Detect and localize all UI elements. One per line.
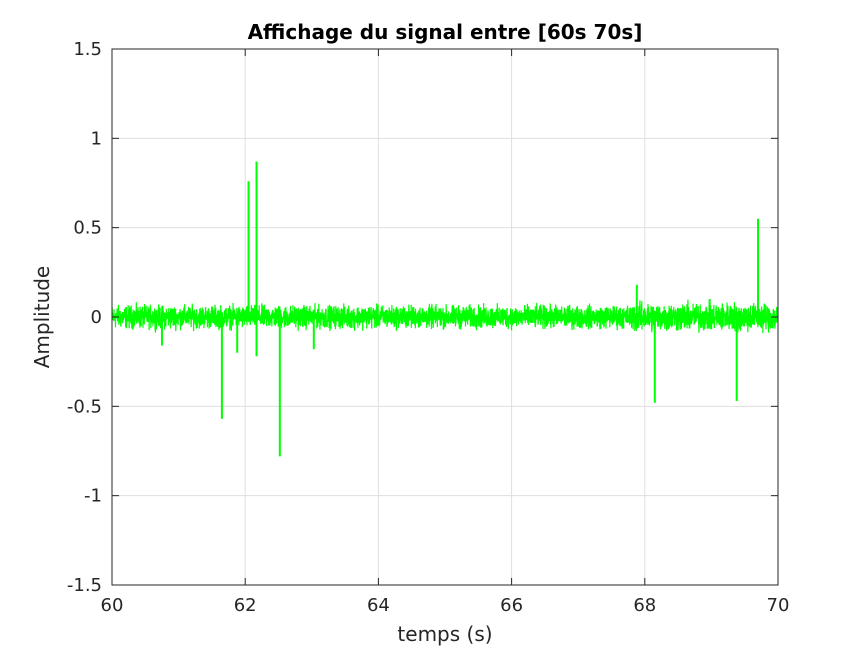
y-axis-label: Amplitude (30, 266, 54, 369)
axis-ticks: 60 62 64 66 68 70 -1.5 -1 -0.5 0 0.5 1 1.5 (67, 39, 790, 616)
x-tick-label: 70 (767, 595, 790, 616)
x-tick-label: 68 (633, 595, 656, 616)
y-tick-label: -1.5 (67, 575, 102, 596)
chart-title: Affichage du signal entre [60s 70s] (248, 20, 643, 44)
y-tick-label: 1.5 (73, 39, 102, 60)
x-tick-label: 62 (234, 595, 257, 616)
signal-trace (111, 161, 779, 457)
y-tick-label: 1 (91, 128, 102, 149)
y-tick-label: -1 (84, 486, 102, 507)
x-tick-label: 66 (500, 595, 523, 616)
y-tick-label: 0 (91, 307, 102, 328)
x-axis-label: temps (s) (397, 622, 492, 646)
x-tick-label: 64 (367, 595, 390, 616)
signal-noise-line (111, 298, 779, 333)
y-tick-label: 0.5 (73, 218, 102, 239)
y-tick-label: -0.5 (67, 396, 102, 417)
x-tick-label: 60 (101, 595, 124, 616)
